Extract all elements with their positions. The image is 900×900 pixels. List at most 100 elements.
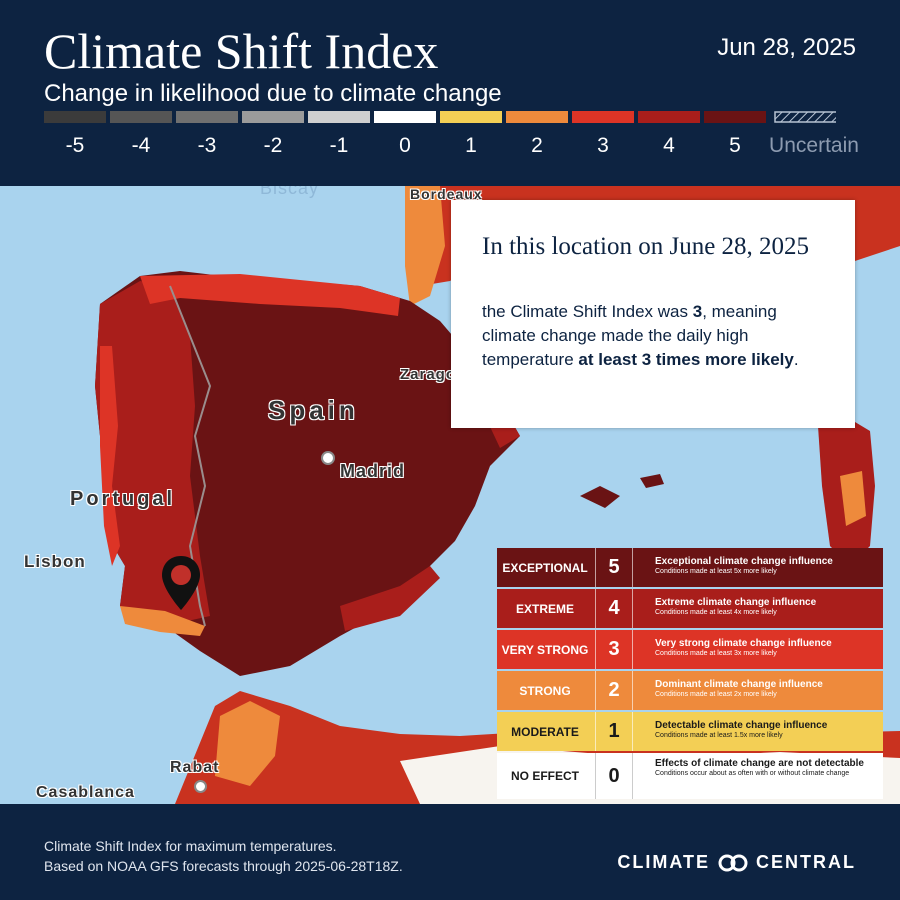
algarve-coast [120, 606, 205, 636]
legend-desc-cond: Conditions made at least 3x more likely [655, 650, 777, 657]
header: Climate Shift Index Change in likelihood… [0, 0, 900, 186]
legend-description: Very strong climate change influence Cond… [655, 638, 880, 658]
legend-desc-cond: Conditions occur about as often with or … [655, 770, 850, 777]
legend-desc-cond: Conditions made at least 5x more likely [655, 568, 777, 575]
legend-desc-title: Exceptional climate change influence [655, 556, 833, 567]
country-label-spain: Spain [268, 395, 359, 425]
legend-category: VERY STRONG [501, 642, 589, 657]
info-value: 3 [692, 302, 703, 321]
france-orange-coast [405, 186, 445, 306]
legend-description: Dominant climate change influence Conditi… [655, 679, 880, 699]
city-label-lisbon: Lisbon [24, 552, 86, 571]
legend-category: EXTREME [515, 601, 574, 616]
legend-desc-cond: Conditions made at least 4x more likely [655, 609, 777, 616]
scale-tick: 5 [729, 134, 741, 157]
climate-central-rings-icon [718, 854, 748, 871]
scale-swatch [308, 111, 370, 123]
legend-description: Extreme climate change influence Conditio… [655, 597, 880, 617]
footer: Climate Shift Index for maximum temperat… [0, 804, 900, 900]
logo-text-right: CENTRAL [756, 852, 856, 872]
city-label-rabat: Rabat [170, 759, 220, 776]
scale-swatch [374, 111, 436, 123]
scale-tick: -3 [197, 134, 217, 157]
legend-row: NO EFFECT 0 Effects of climate change ar… [497, 753, 883, 799]
city-label-casablanca: Casablanca [36, 784, 135, 801]
uncertain-swatch [774, 111, 836, 123]
legend-desc-title: Very strong climate change influence [655, 638, 832, 649]
city-label-bordeaux: Bordeaux [410, 186, 483, 202]
sardinia-hotspot [840, 471, 866, 526]
balearic-islands [580, 474, 664, 508]
legend-category: EXCEPTIONAL [502, 560, 588, 575]
madrid-dot [321, 451, 335, 465]
legend-row: EXCEPTIONAL 5 Exceptional climate change… [497, 548, 883, 587]
scale-tick: -4 [131, 134, 151, 157]
legend-row: STRONG 2 Dominant climate change influen… [497, 671, 883, 710]
legend-row: EXTREME 4 Extreme climate change influen… [497, 589, 883, 628]
scale-swatch [506, 111, 568, 123]
legend-value: 5 [595, 548, 633, 587]
info-box: In this location on June 28, 2025 the Cl… [451, 200, 855, 428]
scale-swatch [704, 111, 766, 123]
logo-text-left: CLIMATE [617, 852, 710, 872]
scale-swatch [110, 111, 172, 123]
legend-value: 1 [595, 712, 633, 751]
page-title: Climate Shift Index [44, 23, 439, 79]
legend-category: MODERATE [511, 724, 579, 739]
north-africa-orange [215, 701, 280, 786]
scale-swatch [572, 111, 634, 123]
legend-desc-title: Detectable climate change influence [655, 720, 828, 731]
portugal-region [95, 281, 210, 626]
page-subtitle: Change in likelihood due to climate chan… [44, 80, 502, 107]
legend-desc-cond: Conditions made at least 1.5x more likel… [655, 732, 783, 739]
scale-tick: -2 [263, 134, 283, 157]
legend-value: 3 [595, 630, 633, 669]
scale-swatch [638, 111, 700, 123]
legend-description: Detectable climate change influence Condi… [655, 720, 880, 740]
legend-value: 0 [595, 753, 633, 799]
legend-row: VERY STRONG 3 Very strong climate change… [497, 630, 883, 669]
city-label-madrid: Madrid [340, 461, 406, 481]
scale-swatch [440, 111, 502, 123]
rabat-dot [194, 780, 207, 793]
legend-desc-title: Dominant climate change influence [655, 679, 823, 690]
info-text: , meaning climate change made the daily … [482, 302, 777, 369]
scale-tick: 0 [399, 134, 411, 157]
south-east-coast [340, 566, 440, 631]
climate-central-logo[interactable]: CLIMATE CENTRAL [617, 852, 856, 873]
legend-desc-cond: Conditions made at least 2x more likely [655, 691, 777, 698]
location-pin-icon[interactable] [160, 554, 202, 614]
sea-label-biscay: Biscay [260, 186, 320, 198]
legend-value: 4 [595, 589, 633, 628]
scale-tick: -1 [329, 134, 349, 157]
scale-tick: -5 [65, 134, 85, 157]
scale-tick: 2 [531, 134, 543, 157]
info-heading: In this location on June 28, 2025 [482, 233, 810, 260]
portugal-border [169, 285, 212, 627]
scale-swatch [44, 111, 106, 123]
scale-tick: 1 [465, 134, 477, 157]
legend-category: NO EFFECT [511, 769, 579, 783]
legend-description: Effects of climate change are not detect… [655, 758, 880, 778]
scale-tick-uncertain: Uncertain [769, 134, 859, 157]
legend-description: Exceptional climate change influence Cond… [655, 556, 880, 576]
info-text: the Climate Shift Index was [482, 302, 693, 321]
footer-line: Climate Shift Index for maximum temperat… [44, 838, 337, 854]
scale-tick: 4 [663, 134, 675, 157]
legend-desc-title: Effects of climate change are not detect… [655, 758, 864, 769]
portugal-coast [100, 346, 120, 566]
info-text: . [793, 349, 799, 369]
scale-swatch [176, 111, 238, 123]
legend-category: STRONG [519, 683, 571, 698]
info-emphasis: at least 3 times more likely [578, 349, 794, 369]
legend-value: 2 [595, 671, 633, 710]
scale-tick: 3 [597, 134, 609, 157]
scale-swatch [242, 111, 304, 123]
country-label-portugal: Portugal [70, 488, 176, 510]
legend-desc-title: Extreme climate change influence [655, 597, 817, 608]
footer-line: Based on NOAA GFS forecasts through 2025… [44, 858, 403, 875]
date-label: Jun 28, 2025 [717, 34, 856, 61]
north-coast [140, 274, 400, 316]
footer-note: Climate Shift Index for maximum temperat… [44, 836, 403, 877]
info-body: the Climate Shift Index was 3, meaning c… [482, 300, 832, 371]
